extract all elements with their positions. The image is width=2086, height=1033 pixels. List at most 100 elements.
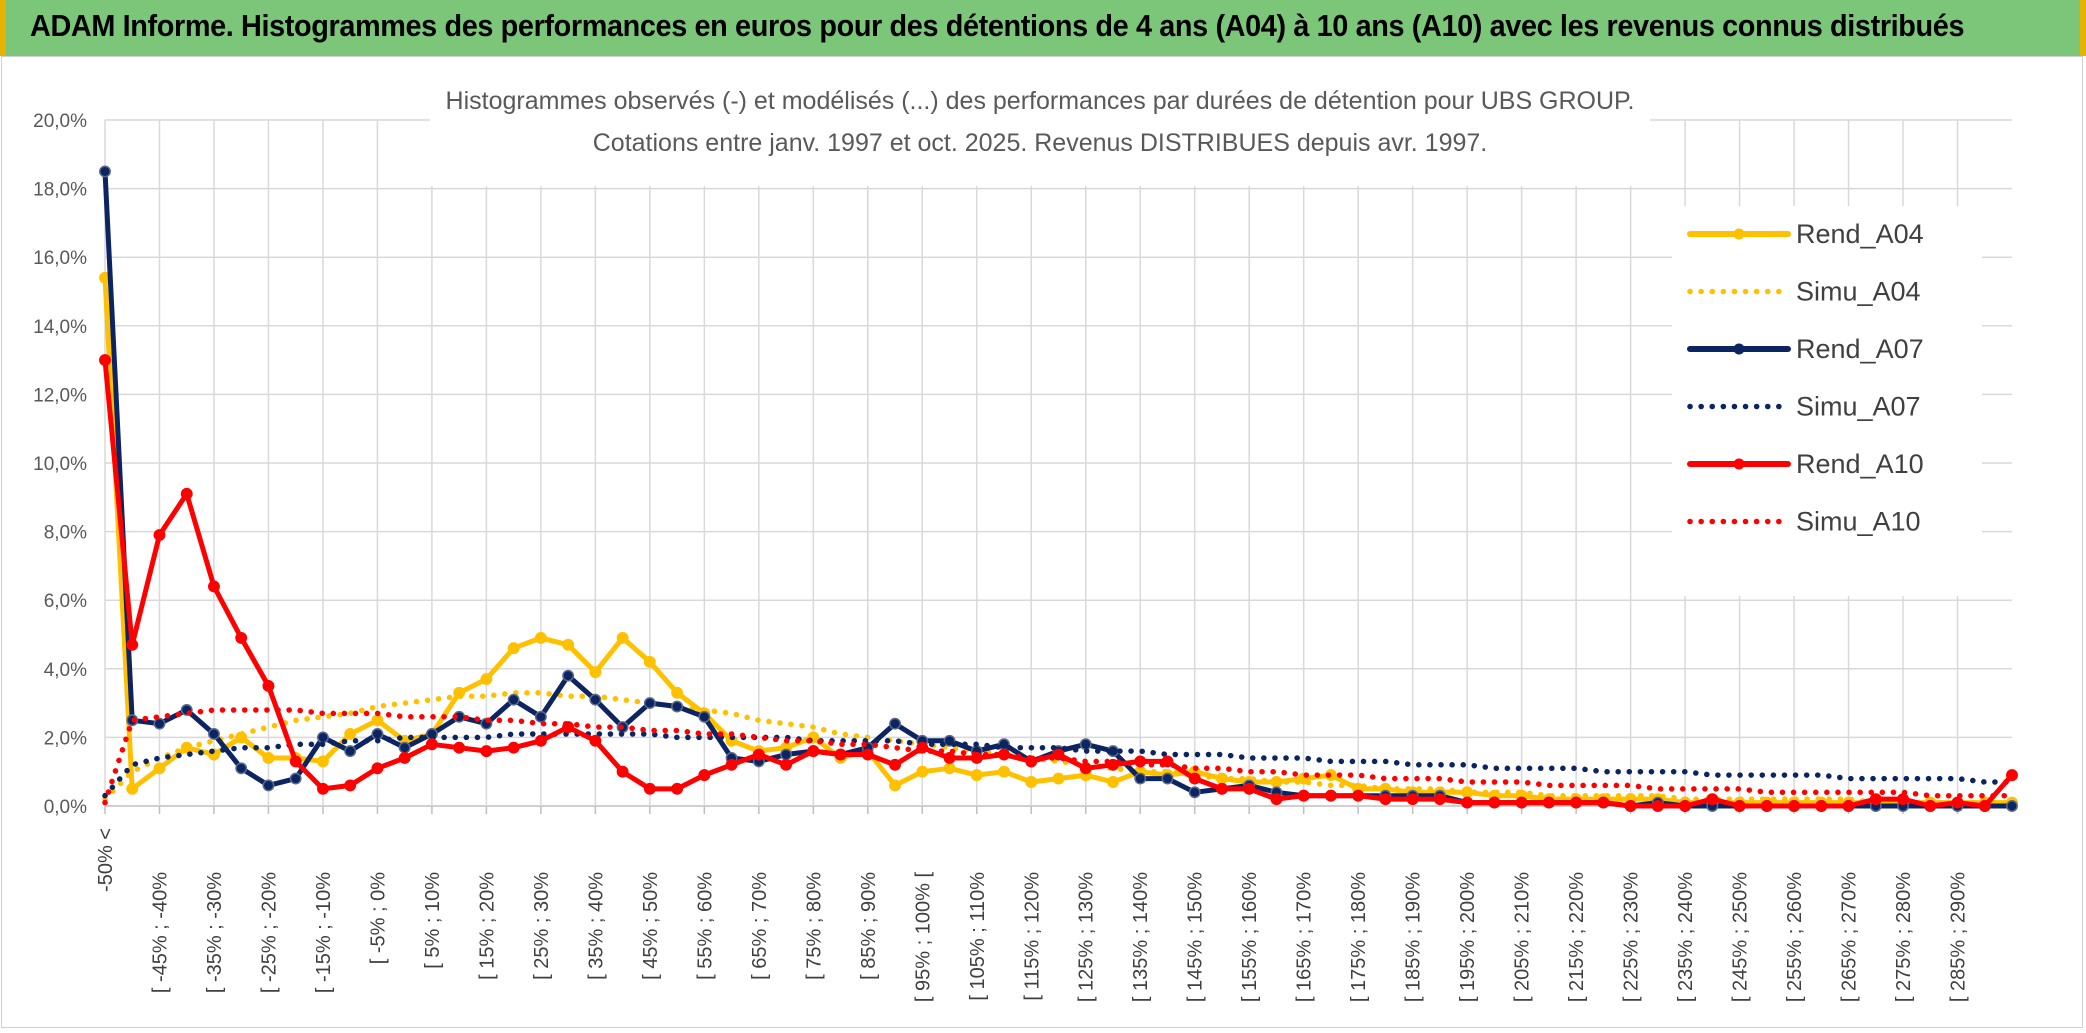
- series-line-simu-a04: [102, 690, 2015, 806]
- data-point-rend-a10: [1379, 793, 1392, 806]
- data-point-rend-a07: [316, 731, 329, 744]
- data-point-rend-a04: [316, 755, 329, 768]
- data-point-rend-a04: [126, 782, 139, 795]
- data-point-rend-a10: [889, 758, 901, 771]
- x-tick-label: [ 175% ; 180%: [1348, 872, 1370, 1002]
- data-point-rend-a10: [1651, 800, 1664, 812]
- x-tick-label: [ 195% ; 200%: [1457, 872, 1479, 1002]
- x-tick-label: [ 35% ; 40%: [585, 872, 607, 980]
- x-tick-label: [ 255% ; 260%: [1784, 872, 1806, 1002]
- y-tick-label: 8,0%: [44, 523, 87, 544]
- y-tick-label: 20,0%: [33, 111, 87, 132]
- x-tick-label: [ 105% ; 110%: [967, 872, 989, 1001]
- x-tick-label: [ -15% ; -10%: [313, 872, 335, 993]
- data-point-rend-a10: [208, 580, 220, 593]
- chart-title: Histogrammes observés (-) et modélisés (…: [446, 87, 1635, 115]
- data-point-rend-a07: [153, 717, 166, 730]
- data-point-rend-a04: [589, 666, 602, 679]
- data-point-rend-a07: [289, 772, 302, 785]
- data-point-rend-a10: [1406, 793, 1419, 806]
- data-point-rend-a10: [1515, 796, 1528, 809]
- data-point-rend-a07: [780, 748, 793, 761]
- data-point-rend-a10: [1461, 796, 1474, 809]
- data-point-rend-a10: [725, 758, 738, 771]
- legend-label-rend-a04: Rend_A04: [1796, 219, 1924, 249]
- data-point-rend-a10: [1352, 789, 1365, 802]
- data-point-rend-a10: [671, 782, 684, 795]
- x-tick-label: [ 45% ; 50%: [640, 872, 662, 980]
- y-tick-label: 2,0%: [44, 728, 87, 749]
- y-tick-label: 6,0%: [44, 591, 87, 612]
- data-point-rend-a04: [480, 673, 493, 686]
- data-point-rend-a10: [1324, 789, 1337, 802]
- data-point-rend-a07: [507, 693, 520, 706]
- x-tick-label: [ 155% ; 160%: [1239, 872, 1261, 1002]
- data-point-rend-a10: [453, 741, 466, 754]
- data-point-rend-a10: [1624, 800, 1637, 812]
- x-tick-label: [ 145% ; 150%: [1185, 872, 1207, 1002]
- x-tick-label: [ 225% ; 230%: [1621, 872, 1643, 1002]
- x-tick-label: [ 215% ; 220%: [1566, 872, 1588, 1002]
- data-point-rend-a04: [507, 642, 520, 655]
- data-point-rend-a04: [643, 655, 656, 668]
- legend-label-simu-a04: Simu_A04: [1796, 277, 1921, 307]
- data-point-rend-a04: [671, 686, 684, 699]
- data-point-rend-a10: [643, 782, 656, 795]
- x-tick-label: [ 55% ; 60%: [694, 872, 716, 980]
- data-point-rend-a10: [1815, 800, 1828, 812]
- data-point-rend-a04: [534, 631, 547, 644]
- data-point-rend-a10: [1869, 793, 1882, 806]
- x-tick-label: [ -35% ; -30%: [204, 872, 226, 993]
- data-point-rend-a04: [889, 779, 901, 792]
- data-point-rend-a07: [589, 693, 602, 706]
- x-tick-label: [ 275% ; 280%: [1893, 872, 1915, 1002]
- x-tick-label: [ -45% ; -40%: [149, 872, 171, 993]
- data-point-rend-a10: [1488, 796, 1501, 809]
- chart-subtitle: Cotations entre janv. 1997 et oct. 2025.…: [593, 129, 1488, 157]
- data-point-rend-a04: [943, 762, 956, 775]
- x-tick-label: [ 95% ; 100% [: [912, 872, 934, 1003]
- legend-marker-rend-a04: [1733, 228, 1745, 240]
- data-point-rend-a04: [916, 765, 929, 778]
- data-point-rend-a07: [1161, 772, 1174, 785]
- y-tick-label: 14,0%: [33, 317, 87, 338]
- y-tick-label: 10,0%: [33, 454, 87, 475]
- data-point-rend-a10: [180, 487, 193, 500]
- data-point-rend-a07: [643, 697, 656, 710]
- data-point-rend-a10: [1079, 762, 1092, 775]
- legend-label-rend-a07: Rend_A07: [1796, 334, 1924, 364]
- x-tick-label: [ 5% ; 10%: [422, 872, 444, 969]
- histogram-chart: 0,0% 2,0% 4,0% 6,0% 8,0% 10,0% 12,0% 14,0% 16,0%…: [33, 78, 2018, 1003]
- legend-label-simu-a10: Simu_A10: [1796, 507, 1921, 537]
- data-point-rend-a04: [153, 762, 166, 775]
- data-point-rend-a04: [371, 714, 384, 727]
- data-point-rend-a04: [562, 638, 575, 651]
- legend-marker-rend-a07: [1733, 343, 1745, 355]
- data-point-rend-a07: [208, 728, 220, 740]
- y-tick-label: 4,0%: [44, 660, 87, 681]
- x-tick-label: [ 205% ; 210%: [1512, 872, 1534, 1002]
- data-point-rend-a10: [344, 779, 357, 792]
- data-point-rend-a04: [344, 728, 357, 740]
- chart-frame: [1, 56, 2083, 1028]
- x-tick-label: [ 135% ; 140%: [1130, 872, 1152, 1002]
- x-tick-label: [ 125% ; 130%: [1076, 872, 1098, 1002]
- data-point-rend-a10: [1542, 796, 1555, 809]
- data-point-rend-a10: [507, 741, 520, 754]
- data-point-rend-a10: [153, 529, 166, 541]
- x-tick-label: [ 15% ; 20%: [476, 872, 498, 980]
- y-axis-ticks: 0,0% 2,0% 4,0% 6,0% 8,0% 10,0% 12,0% 14,0% 16,0%…: [33, 111, 87, 818]
- data-point-rend-a10: [589, 734, 602, 747]
- data-point-rend-a10: [371, 762, 384, 775]
- legend-marker-rend-a10: [1733, 458, 1745, 470]
- data-point-rend-a07: [1134, 772, 1147, 785]
- data-point-rend-a10: [616, 765, 629, 778]
- data-point-rend-a10: [752, 748, 765, 761]
- data-point-rend-a10: [99, 354, 111, 367]
- data-point-rend-a10: [534, 734, 547, 747]
- data-point-rend-a10: [1570, 796, 1583, 809]
- data-point-rend-a10: [1760, 800, 1773, 812]
- data-point-rend-a10: [1597, 796, 1610, 809]
- data-point-rend-a07: [889, 717, 901, 730]
- data-point-rend-a07: [671, 700, 684, 713]
